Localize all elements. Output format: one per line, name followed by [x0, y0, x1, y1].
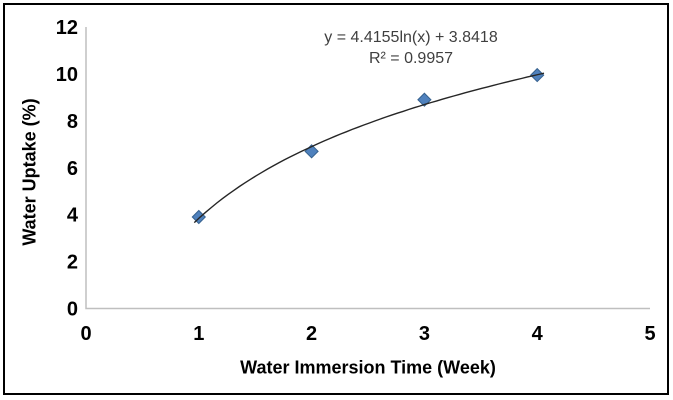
y-axis-tick-label: 10 — [56, 64, 78, 86]
x-axis-tick-label: 0 — [80, 323, 91, 345]
r-squared-label: R² = 0.9957 — [368, 50, 454, 67]
x-axis-tick-label: 4 — [532, 323, 544, 345]
y-axis-tick-label: 0 — [67, 299, 78, 321]
y-axis-title: Water Uptake (%) — [19, 98, 40, 246]
axis-lines — [85, 27, 650, 310]
x-axis-tick-label: 3 — [419, 323, 430, 345]
y-axis-tick-label: 4 — [67, 205, 79, 227]
y-axis-tick-label: 2 — [67, 252, 78, 274]
x-axis-tick-label: 1 — [193, 323, 204, 345]
y-axis-tick-label: 6 — [67, 158, 78, 180]
data-point-marker — [191, 209, 207, 225]
x-axis-title: Water Immersion Time (Week) — [240, 357, 496, 378]
y-axis-tick-label: 8 — [67, 111, 78, 133]
y-axis-tick-label: 12 — [56, 17, 78, 39]
data-point-marker — [417, 92, 432, 107]
x-axis-tick-label: 2 — [306, 323, 317, 345]
x-axis-tick-label: 5 — [644, 323, 655, 345]
trendline-equation-label: y = 4.4155ln(x) + 3.8418 — [324, 29, 498, 46]
trendline-curve — [193, 72, 545, 224]
